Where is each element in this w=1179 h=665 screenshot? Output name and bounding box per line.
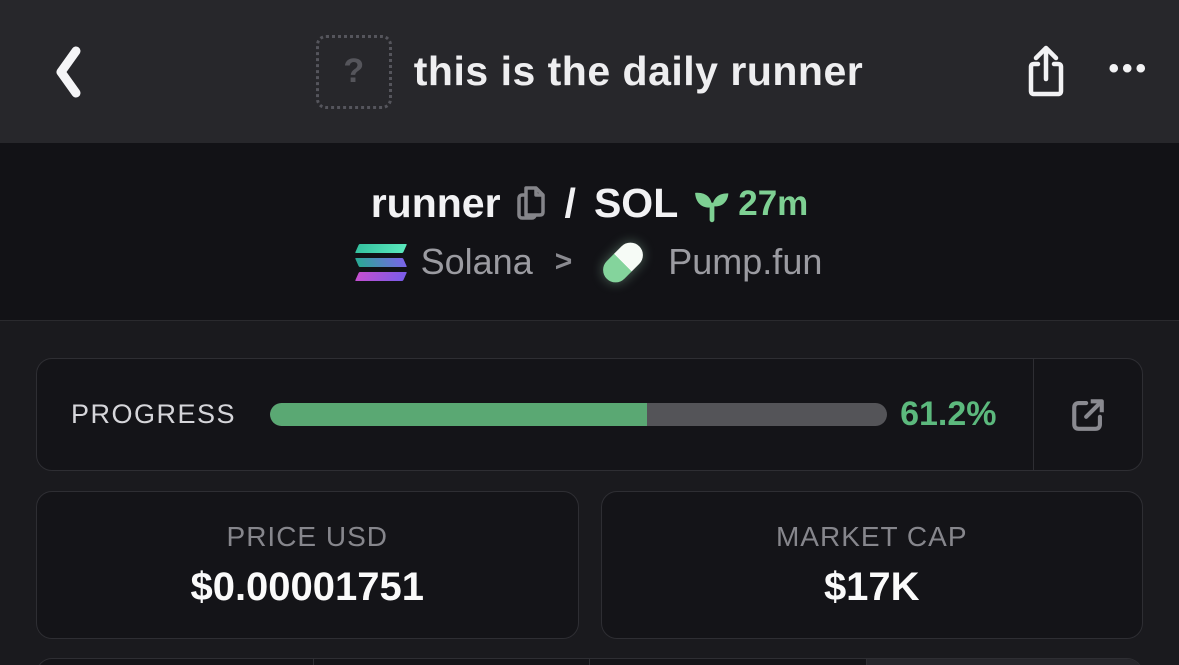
- seedling-icon: [692, 185, 732, 223]
- progress-bar-fill: [270, 403, 648, 426]
- question-mark-glyph: ?: [343, 52, 365, 90]
- pair-age-badge: 27m: [692, 184, 808, 224]
- token-image-placeholder: ?: [315, 34, 392, 109]
- solana-logo-icon: [354, 243, 407, 281]
- progress-card: PROGRESS 61.2%: [36, 358, 1143, 471]
- progress-label: PROGRESS: [71, 399, 237, 429]
- base-token-symbol: runner: [370, 180, 501, 226]
- timeframe-segment-bar: [36, 658, 1143, 665]
- ellipsis-icon: •••: [1108, 51, 1149, 85]
- chain-breadcrumb: Solana > Pump.fun: [354, 236, 823, 288]
- external-link-icon: [1066, 393, 1110, 437]
- segment-3[interactable]: [590, 659, 867, 665]
- market-cap-card: MARKET CAP $17K: [600, 491, 1143, 639]
- more-menu-button[interactable]: •••: [1108, 51, 1149, 90]
- stat-card-row: PRICE USD $0.00001751 MARKET CAP $17K: [36, 491, 1143, 639]
- chevron-left-icon: [51, 44, 85, 100]
- header-title-group: ? this is the daily runner: [315, 34, 864, 109]
- pair-title-row: runner / SOL 27m: [371, 180, 809, 227]
- market-cap-label: MARKET CAP: [775, 520, 968, 552]
- back-button[interactable]: [38, 0, 98, 143]
- share-button[interactable]: [1022, 43, 1070, 101]
- quote-token-symbol: SOL: [593, 180, 679, 226]
- header-bar: ? this is the daily runner •••: [0, 0, 1179, 143]
- progress-bar-track: [270, 403, 887, 426]
- copy-address-button[interactable]: [515, 185, 547, 222]
- market-cap-value: $17K: [823, 564, 920, 609]
- chain-label[interactable]: Solana: [420, 241, 533, 282]
- progress-percent: 61.2%: [900, 395, 997, 433]
- share-icon: [1022, 43, 1070, 101]
- breadcrumb-chevron-icon: >: [554, 245, 573, 278]
- pair-summary-section: runner / SOL 27m S: [0, 143, 1179, 320]
- dex-label[interactable]: Pump.fun: [668, 241, 823, 282]
- header-actions: •••: [1022, 0, 1149, 143]
- price-usd-value: $0.00001751: [190, 564, 425, 609]
- page-title: this is the daily runner: [413, 48, 864, 94]
- pair-separator: /: [564, 180, 576, 226]
- segment-2[interactable]: [314, 659, 590, 665]
- stats-panel: PROGRESS 61.2% PRICE USD $0.00001751 MAR…: [0, 320, 1179, 665]
- price-usd-label: PRICE USD: [226, 520, 388, 552]
- pair-age-label: 27m: [738, 183, 809, 223]
- divider: [1032, 358, 1034, 471]
- segment-4-selected[interactable]: [866, 659, 1142, 665]
- segment-1[interactable]: [37, 659, 314, 665]
- progress-external-link-button[interactable]: [1034, 358, 1142, 471]
- pumpfun-pill-icon: [598, 236, 649, 288]
- price-usd-card: PRICE USD $0.00001751: [36, 491, 579, 639]
